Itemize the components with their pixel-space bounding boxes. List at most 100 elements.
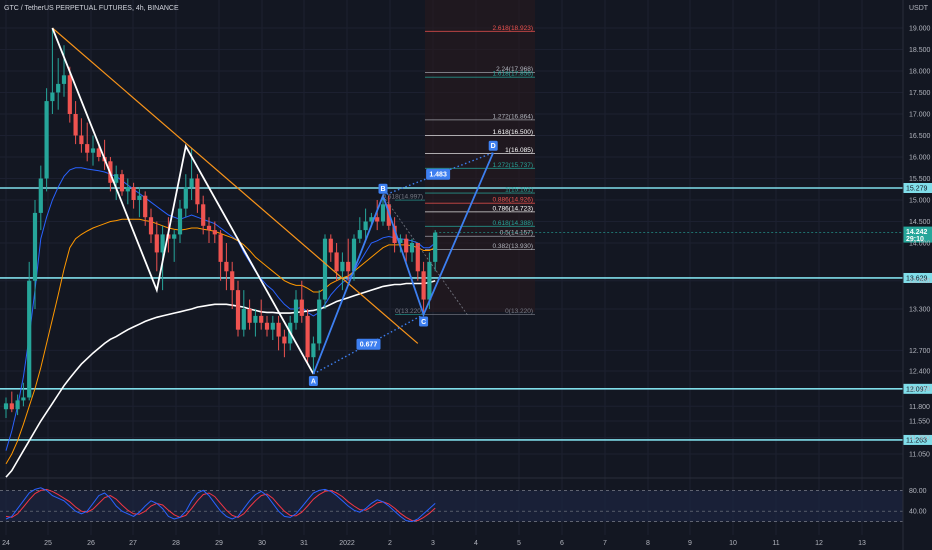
x-tick-label: 30 [258, 540, 266, 547]
candle-body [44, 101, 49, 179]
candle-body [189, 178, 194, 188]
candle-body [172, 234, 177, 239]
candle-body [276, 322, 281, 337]
candle-body [317, 299, 322, 344]
chart-title: GTC / TetherUS PERPETUAL FUTURES, 4h, BI… [4, 5, 179, 12]
candle-body [148, 217, 154, 235]
x-tick-label: 10 [729, 540, 737, 547]
candle-body [392, 225, 397, 243]
level-tag [903, 183, 932, 194]
fib-extension-label: 0.5(14.157) [500, 230, 533, 237]
abcd-point-marker [488, 140, 498, 151]
y-tick-label: 19.000 [909, 26, 931, 33]
candle-body [305, 315, 310, 358]
y-tick-label: 11.800 [909, 404, 930, 411]
candle-body [195, 178, 200, 205]
candle-body [201, 204, 206, 226]
candle-body [259, 315, 264, 323]
candle-body [177, 208, 183, 235]
candle-body [125, 187, 130, 192]
abcd-projection-line [382, 195, 469, 317]
current-price-tag [903, 226, 932, 243]
candle-body [328, 238, 333, 253]
abcd-point-label: A [311, 378, 316, 385]
current-price-value: 14.242 [906, 229, 928, 236]
abcd-point-label: B [380, 186, 385, 193]
horizontal-levels: 15.279 13.629 12.097 11.263 [0, 183, 932, 445]
x-tick-label: 2 [388, 540, 392, 547]
candle-body [73, 114, 78, 136]
moving-average-line [5, 279, 436, 478]
candle-body [27, 280, 32, 398]
candle-body [235, 290, 241, 330]
current-price-countdown: 29:10 [906, 236, 924, 243]
y-tick-label: 14.000 [909, 241, 931, 248]
x-tick-label: 25 [44, 540, 52, 547]
candle-body [32, 212, 38, 281]
x-tick-label: 29 [215, 540, 223, 547]
candle-body [154, 234, 159, 253]
fib-extension-label: 1.618(16.500) [493, 129, 533, 136]
y-tick-label: 13.600 [909, 278, 931, 285]
x-tick-label: 9 [688, 540, 692, 547]
fib-levels: 2.618(18.923) 2.24(17.968)1.618(17.856) 1.… [383, 25, 535, 315]
candle-body [270, 322, 275, 330]
candle-body [247, 309, 252, 323]
abcd-point-marker [378, 183, 388, 194]
y-tick-label: 11.300 [909, 435, 930, 442]
candle-body [253, 315, 258, 323]
abcd-ratio-tag [426, 168, 451, 180]
candle-body [61, 75, 67, 84]
x-tick-label: 3 [431, 540, 435, 547]
level-tag [903, 434, 932, 445]
y-tick-label: 12.700 [909, 348, 931, 355]
candle-body [409, 243, 415, 253]
y-tick-label: 14.500 [909, 219, 931, 226]
candle-body [131, 187, 136, 200]
candle-body [137, 195, 142, 200]
fib-extension-label: 2.618(18.923) [493, 25, 533, 32]
y-tick-label: 11.050 [909, 452, 930, 459]
x-tick-label: 7 [603, 540, 607, 547]
stoch-k-line [5, 487, 436, 523]
stoch-band [0, 490, 903, 522]
candle-body [369, 217, 374, 222]
fib-extension-label: 0.382(13.930) [493, 243, 533, 250]
candle-body [334, 252, 339, 272]
candle-body [363, 221, 368, 231]
abcd-ratio-tag [356, 338, 381, 350]
y-tick-label: 12.400 [909, 369, 931, 376]
x-tick-label: 13 [858, 540, 866, 547]
fib-extension-label: 1(16.085) [505, 147, 533, 154]
fib-extension-label: 1.272(15.737) [493, 162, 533, 169]
y-tick-label: 11.550 [909, 419, 930, 426]
candle-body [212, 230, 217, 235]
y-tick-label: 15.000 [909, 198, 931, 205]
candle-body [119, 174, 125, 192]
candle-body [375, 217, 380, 222]
fib-extension-zone [425, 0, 535, 312]
level-tag [903, 272, 932, 283]
y-tick-label: 17.500 [909, 90, 931, 97]
candle-body [340, 261, 345, 272]
level-tag-label: 12.097 [906, 386, 928, 393]
candle-body [3, 403, 9, 410]
candle-body [311, 343, 316, 358]
abcd-point-label: C [421, 319, 426, 326]
x-tick-label: 27 [129, 540, 137, 547]
candle-body [322, 238, 328, 300]
candle-body [90, 148, 96, 153]
stochastic-pane: 80.00 40.00 [0, 487, 927, 523]
candle-body [282, 336, 287, 344]
x-tick-label: 6 [560, 540, 564, 547]
x-tick-label: 12 [815, 540, 823, 547]
candle-body [9, 403, 14, 410]
candle-body [15, 400, 20, 410]
fib-extension-label: 2.24(17.968) [496, 66, 533, 73]
abcd-ratio-label: 1.483 [429, 172, 447, 179]
x-axis: 24 25 26 27 28 29 30 31 2022 2 3 4 5 6 7 8 9 10 11 12 13 [2, 540, 866, 547]
level-tag-label: 11.263 [906, 437, 927, 444]
y-tick-label: 16.500 [909, 133, 931, 140]
candle-body [293, 299, 299, 323]
